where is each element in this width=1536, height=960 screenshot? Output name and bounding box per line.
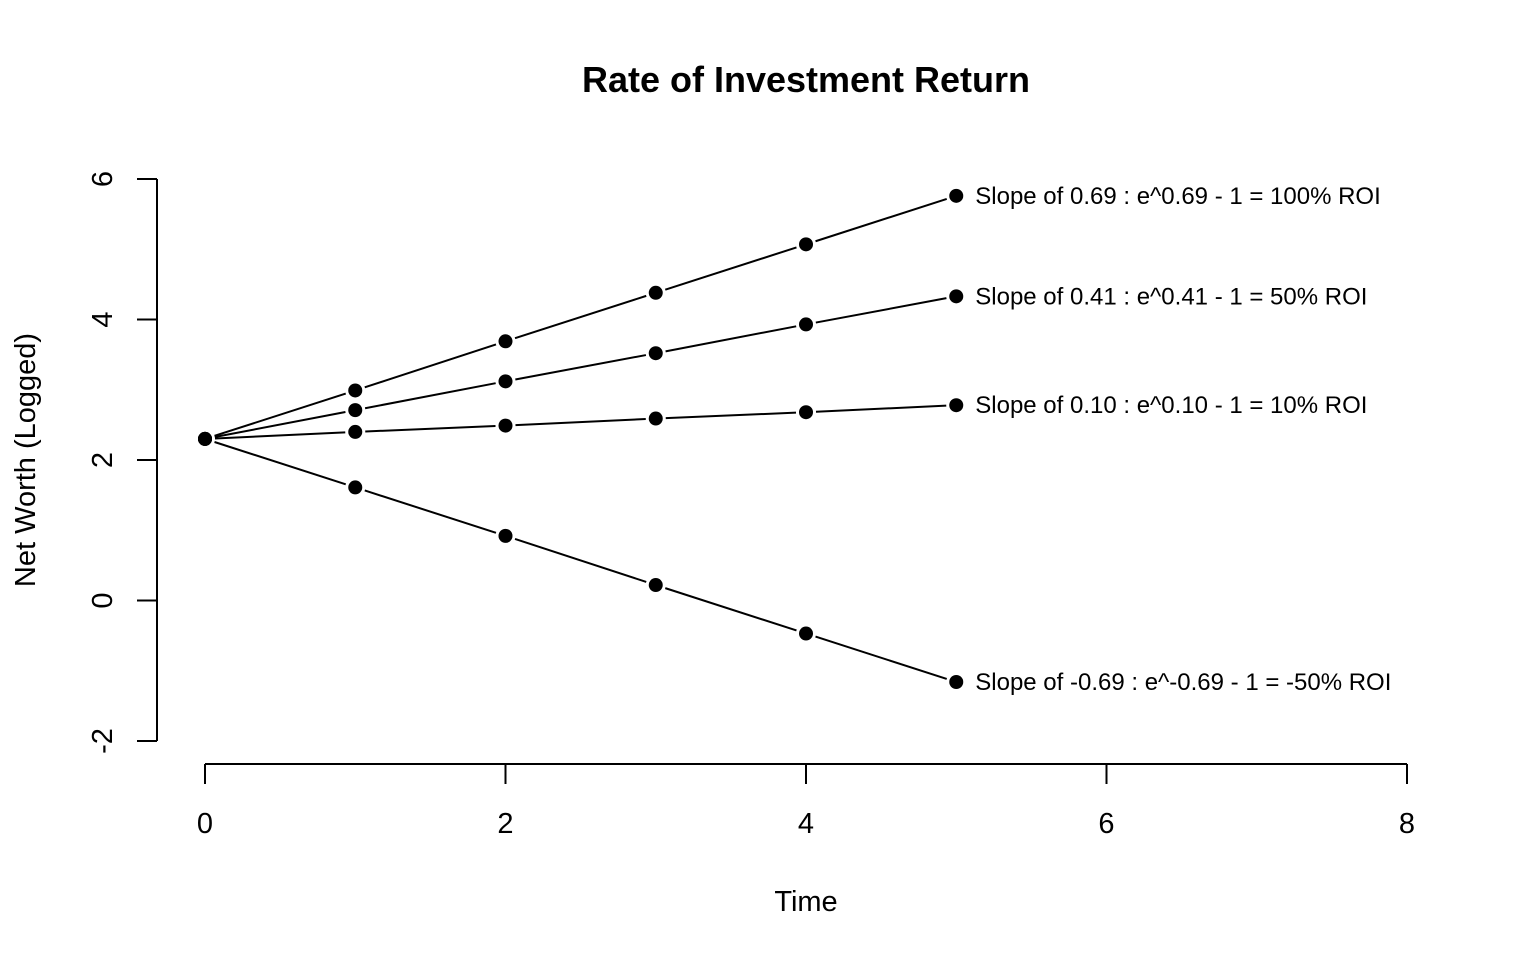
series-line-segment [815,197,948,243]
series-line-segment [515,418,646,427]
series-line-segment [515,354,647,381]
chart-title: Rate of Investment Return [582,59,1030,100]
data-point [498,418,513,433]
series-line-segment [815,635,948,680]
series-line-segment [665,411,797,420]
series-line-segment [365,424,496,433]
series-annotation: Slope of 0.69 : e^0.69 - 1 = 100% ROI [975,183,1381,210]
series-line-segment [364,489,497,534]
y-tick-label: -2 [87,728,119,754]
data-point [648,411,663,426]
data-point [799,237,813,252]
plot-area: Slope of 0.69 : e^0.69 - 1 = 100% ROI Slo… [198,183,1391,696]
data-point [949,188,964,203]
data-point [498,334,513,349]
data-point [498,374,513,389]
data-point [949,674,964,689]
x-tick-label: 6 [1098,808,1114,840]
series-line-segment [214,431,346,440]
series-line-segment [214,392,347,437]
data-point [348,403,363,418]
data-point [348,424,363,439]
x-tick-label: 0 [197,808,213,840]
series-line-segment [364,382,496,410]
y-axis: -2 0 2 4 6 [87,171,158,754]
data-point [348,480,363,495]
data-point [799,317,813,332]
x-tick-label: 4 [798,808,814,840]
series-line-segment [214,411,346,439]
series-line-segment [214,441,347,486]
series-2: Slope of 0.41 : e^0.41 - 1 = 50% ROI [198,283,1367,446]
series-3: Slope of 0.10 : e^0.10 - 1 = 10% ROI [198,392,1367,446]
y-tick-label: 6 [87,171,119,187]
data-point [949,398,964,413]
series-annotation: Slope of -0.69 : e^-0.69 - 1 = -50% ROI [975,669,1391,696]
data-point [949,289,964,304]
y-tick-label: 2 [87,452,119,468]
x-tick-label: 8 [1399,808,1415,840]
data-point [648,285,663,300]
series-line-segment [364,343,497,389]
data-point [799,626,813,641]
series-line-segment [664,587,797,632]
data-point [348,383,363,398]
y-axis-label: Net Worth (Logged) [10,333,42,587]
series-line-segment [514,538,647,583]
data-point [498,528,513,543]
series-line-segment [815,404,947,413]
data-point [799,405,813,420]
data-point [198,431,212,446]
x-axis: 0 2 4 6 8 [197,763,1415,840]
series-line-segment [664,246,797,291]
series-line-segment [514,294,647,340]
series-line-segment [665,325,797,353]
y-tick-label: 4 [87,311,119,327]
data-point [648,346,663,361]
series-line-segment [815,297,947,324]
y-tick-label: 0 [87,592,119,608]
x-tick-label: 2 [497,808,513,840]
series-annotation: Slope of 0.41 : e^0.41 - 1 = 50% ROI [975,283,1367,310]
series-4: Slope of -0.69 : e^-0.69 - 1 = -50% ROI [198,431,1391,696]
x-axis-label: Time [774,886,837,918]
data-point [648,578,663,593]
series-annotation: Slope of 0.10 : e^0.10 - 1 = 10% ROI [975,392,1367,419]
